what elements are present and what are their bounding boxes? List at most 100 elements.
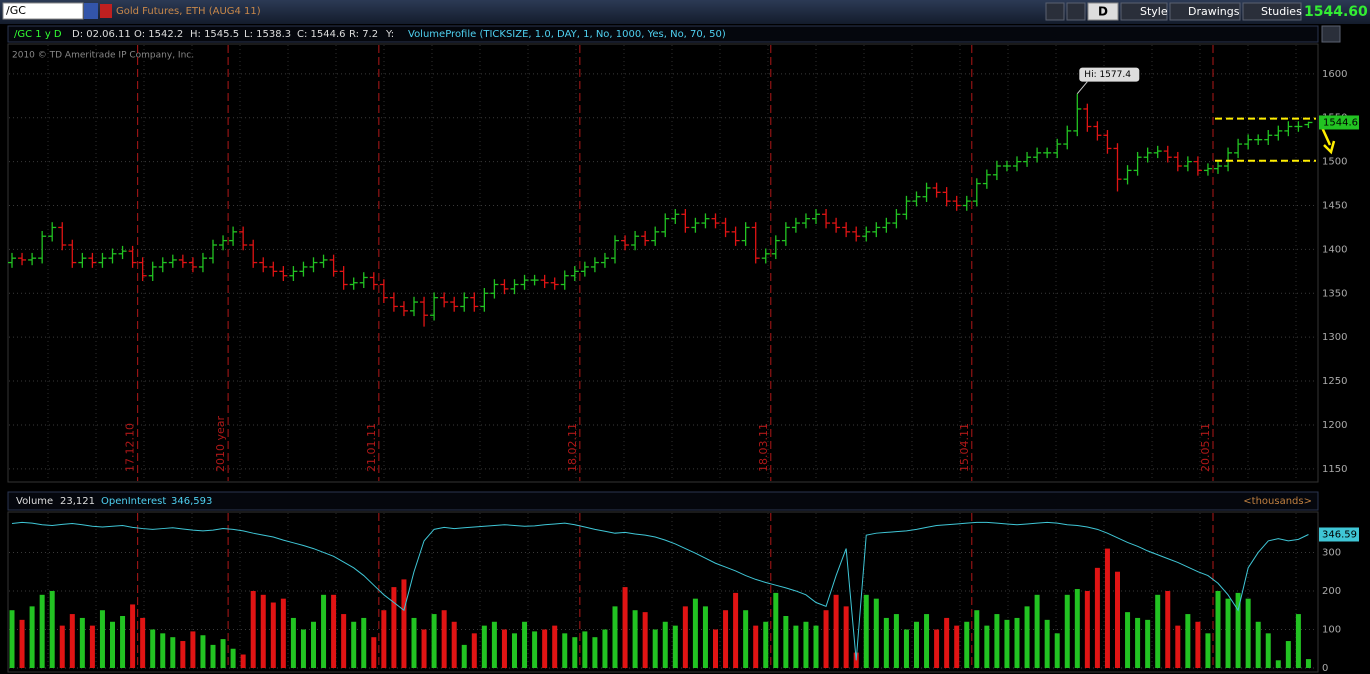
volume-header	[7, 491, 1319, 511]
volume-bar	[773, 592, 779, 668]
volume-bar	[1265, 633, 1271, 668]
period-label: 2010 year	[214, 415, 227, 472]
header-range: R: 7.2	[349, 29, 378, 40]
volume-bar	[321, 594, 327, 668]
volume-label: Volume	[16, 496, 53, 507]
style-label: Style	[1140, 5, 1168, 18]
volume-bar	[532, 631, 538, 668]
volume-bar	[79, 617, 85, 668]
volume-bar	[652, 629, 658, 668]
volume-bar	[1285, 641, 1291, 668]
header-date: D: 02.06.11	[72, 29, 131, 40]
studies-button[interactable]	[1242, 2, 1302, 21]
volume-bar	[49, 590, 55, 668]
volume-bar	[240, 654, 246, 668]
volume-bar	[1155, 594, 1161, 668]
volume-bar	[371, 637, 377, 668]
open-interest-line	[11, 521, 1309, 661]
volume-pane	[7, 511, 1319, 673]
volume-bar	[863, 594, 869, 668]
volume-bar	[622, 587, 628, 668]
volume-bar	[1044, 619, 1050, 668]
volume-bar	[1185, 614, 1191, 668]
volume-bar	[763, 621, 769, 668]
volume-bar	[501, 629, 507, 668]
volume-bar	[733, 592, 739, 668]
volume-bar	[632, 610, 638, 668]
volume-bar	[883, 617, 889, 668]
period-label: 15.04.11	[958, 423, 971, 472]
y-tick-label: 1200	[1322, 420, 1347, 431]
last-price: 1544.60	[1304, 4, 1368, 20]
oi-value: 346,593	[171, 496, 212, 507]
volume-bar	[1084, 590, 1090, 668]
drawings-label: Drawings	[1188, 5, 1240, 18]
price-pane	[7, 43, 1319, 483]
volume-tick-label: 0	[1322, 663, 1328, 674]
header-high: H: 1545.5	[190, 29, 239, 40]
volume-bar	[59, 625, 65, 668]
y-tick-label: 1500	[1322, 157, 1347, 168]
volume-bar	[331, 594, 337, 668]
style-button[interactable]	[1120, 2, 1168, 21]
volume-bar	[481, 625, 487, 668]
volume-bar	[813, 625, 819, 668]
y-tick-label: 1600	[1322, 69, 1347, 80]
volume-bar	[843, 606, 849, 668]
volume-bar	[1145, 619, 1151, 668]
volume-bar	[1004, 619, 1010, 668]
volume-bar	[984, 625, 990, 668]
link-button[interactable]	[100, 4, 112, 18]
volume-bar	[1295, 614, 1301, 668]
period-label: 21.01.11	[365, 423, 378, 472]
volume-bar	[1195, 621, 1201, 668]
volume-bar	[29, 606, 35, 668]
volume-bar	[210, 644, 216, 668]
chart-settings[interactable]	[1321, 25, 1341, 43]
annotation: Hi: 1577.4	[1084, 70, 1131, 80]
volume-bar	[39, 594, 45, 668]
volume-bar	[200, 635, 206, 668]
copyright: 2010 © TD Ameritrade IP Company, Inc.	[12, 51, 194, 61]
volume-bar	[602, 629, 608, 668]
volume-bar	[401, 579, 407, 668]
price-badge-label: 1544.6	[1323, 117, 1358, 128]
period-label: D	[1098, 5, 1108, 19]
volume-bar	[1064, 594, 1070, 668]
volume-bar	[1165, 590, 1171, 668]
volume-bar	[893, 614, 899, 668]
tool-button[interactable]	[1066, 2, 1086, 21]
period-label: 17.12.10	[124, 423, 137, 472]
tool-button[interactable]	[1045, 2, 1065, 21]
volume-bar	[431, 614, 437, 668]
volume-bar	[803, 621, 809, 668]
volume-bar	[160, 633, 166, 668]
header-y: Y:	[385, 29, 394, 40]
symbol-description: Gold Futures, ETH (AUG4 11)	[116, 6, 261, 17]
drawings-button[interactable]	[1169, 2, 1241, 21]
volume-bar	[290, 617, 296, 668]
volume-bar	[1235, 592, 1241, 668]
volume-bar	[924, 614, 930, 668]
units-label: <thousands>	[1243, 496, 1312, 507]
y-tick-label: 1400	[1322, 244, 1347, 255]
symbol-input[interactable]	[2, 2, 84, 20]
header-low: L: 1538.3	[244, 29, 291, 40]
volume-bar	[672, 625, 678, 668]
volume-bar	[461, 644, 467, 668]
volume-bar	[743, 610, 749, 668]
symbol: /GC	[6, 4, 26, 17]
volume-bar	[1014, 617, 1020, 668]
volume-bar	[99, 610, 105, 668]
volume-bar	[592, 637, 598, 668]
volume-bar	[9, 610, 15, 668]
symbol-dropdown[interactable]	[84, 3, 98, 19]
volume-bar	[1245, 598, 1251, 668]
study-label: VolumeProfile (TICKSIZE, 1.0, DAY, 1, No…	[408, 29, 726, 40]
volume-bar	[311, 621, 316, 668]
volume-bar	[1135, 617, 1141, 668]
volume-bar	[170, 637, 176, 668]
period-button[interactable]	[1087, 2, 1119, 21]
volume-bar	[662, 621, 668, 668]
volume-bar	[120, 616, 126, 668]
